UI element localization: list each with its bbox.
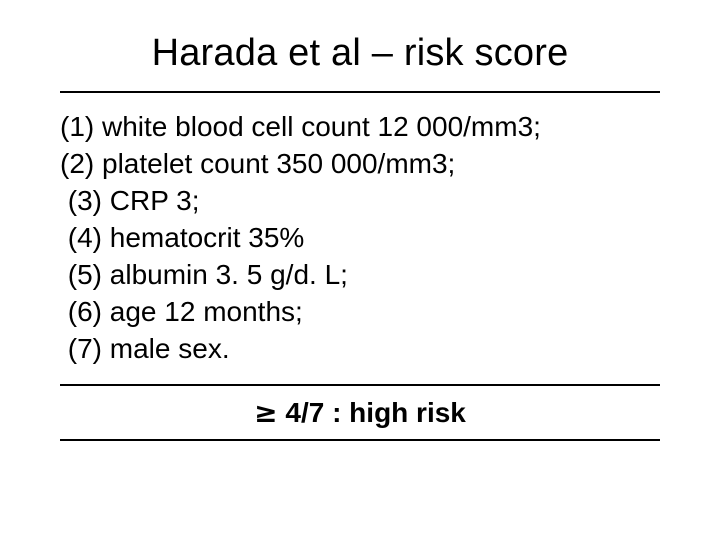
criteria-item: (5) albumin 3. 5 g/d. L; <box>60 257 660 294</box>
footer-text: 4/7 : high risk <box>278 397 466 428</box>
criteria-item: (2) platelet count 350 000/mm3; <box>60 146 660 183</box>
footer: ≥ 4/7 : high risk <box>60 386 660 439</box>
criteria-item: (3) CRP 3; <box>60 183 660 220</box>
geq-symbol: ≥ <box>254 396 277 429</box>
slide-title: Harada et al – risk score <box>60 32 660 75</box>
criteria-item: (7) male sex. <box>60 331 660 368</box>
criteria-list: (1) white blood cell count 12 000/mm3; (… <box>60 93 660 384</box>
slide: Harada et al – risk score (1) white bloo… <box>0 0 720 540</box>
criteria-item: (6) age 12 months; <box>60 294 660 331</box>
criteria-item: (4) hematocrit 35% <box>60 220 660 257</box>
criteria-item: (1) white blood cell count 12 000/mm3; <box>60 109 660 146</box>
rule-bottom <box>60 439 660 441</box>
